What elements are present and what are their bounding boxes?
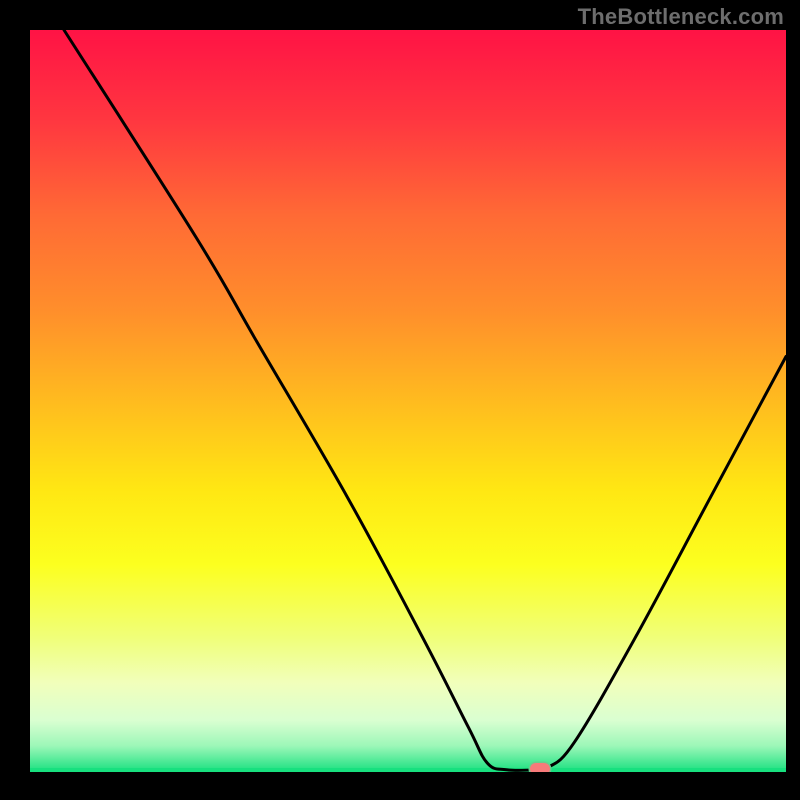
frame-left [0, 0, 30, 800]
plot-area [30, 30, 786, 772]
bottleneck-chart: TheBottleneck.com [0, 0, 800, 800]
frame-right [786, 0, 800, 800]
watermark-text: TheBottleneck.com [578, 4, 784, 30]
plot-svg [30, 30, 786, 772]
frame-bottom [0, 772, 800, 800]
gradient-background [30, 30, 786, 772]
